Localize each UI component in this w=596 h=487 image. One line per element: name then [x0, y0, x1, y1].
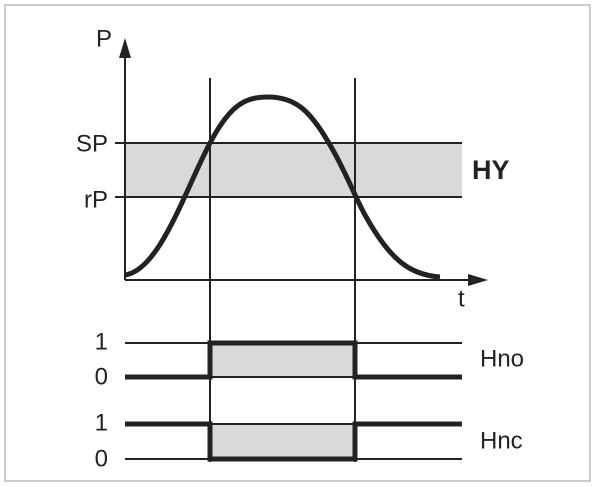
hnc-signal — [125, 421, 462, 462]
hno-high-label: 1 — [95, 328, 108, 355]
hno-signal — [125, 340, 462, 380]
pressure-curve — [124, 94, 441, 280]
x-arrow — [468, 274, 488, 286]
hnc-high-label: 1 — [95, 409, 108, 436]
hnc-off-area — [210, 424, 355, 459]
hno-low-label: 0 — [95, 363, 108, 390]
hno-label: Hno — [480, 345, 524, 372]
rp-label: rP — [84, 186, 108, 213]
hnc-label: Hnc — [480, 427, 523, 454]
hno-on-area — [210, 343, 355, 377]
hnc-low-label: 0 — [95, 445, 108, 472]
hysteresis-band — [125, 143, 462, 197]
x-axis-label: t — [458, 285, 465, 312]
y-arrow — [119, 38, 131, 58]
y-axis-label: P — [96, 25, 112, 52]
sp-label: SP — [76, 130, 108, 157]
frame — [4, 4, 591, 482]
hysteresis-label: HY — [472, 155, 510, 185]
